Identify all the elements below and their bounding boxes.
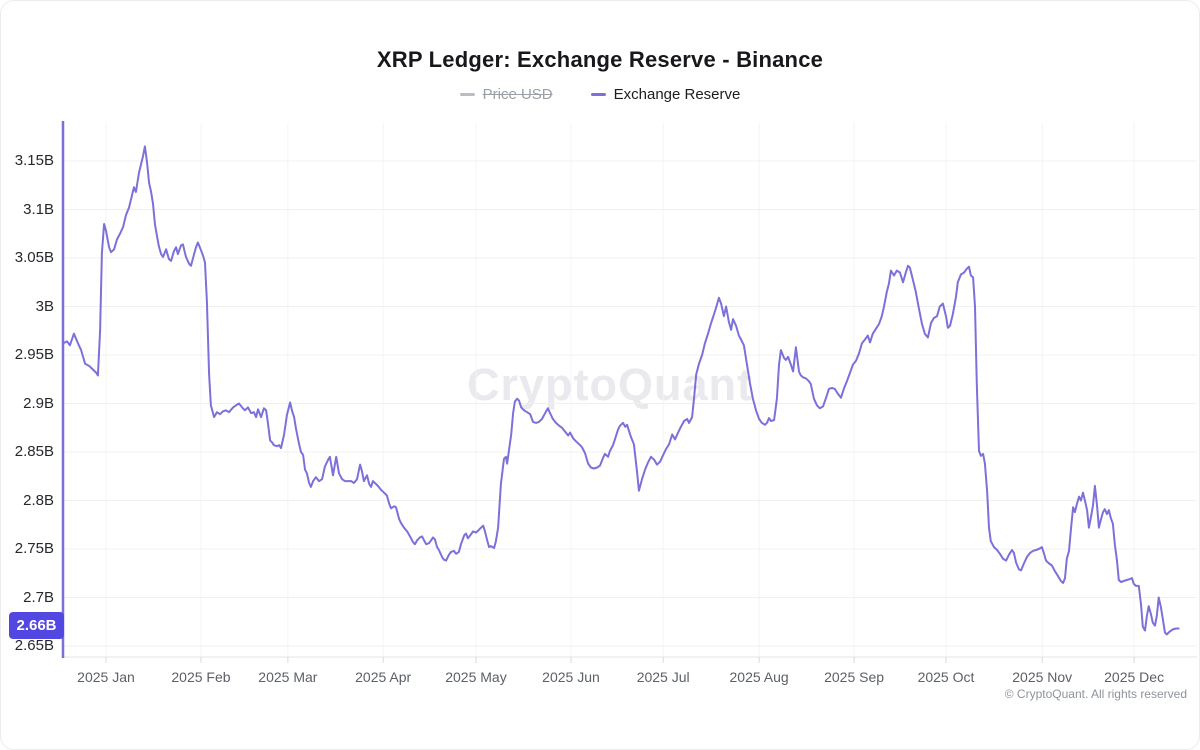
- y-axis-label: 2.65B: [14, 637, 54, 654]
- x-axis-label: 2025 Apr: [355, 669, 412, 685]
- x-axis-label: 2025 Oct: [917, 669, 975, 685]
- legend-label-price-usd: Price USD: [482, 86, 553, 103]
- x-axis-label: 2025 Nov: [1012, 669, 1073, 685]
- legend-swatch-exchange-reserve: [590, 93, 606, 96]
- y-axis-label: 3.15B: [14, 152, 54, 169]
- x-axis-label: 2025 Jul: [636, 669, 690, 685]
- x-axis-label: 2025 Aug: [729, 669, 789, 685]
- copyright-notice: © CryptoQuant. All rights reserved: [1004, 687, 1187, 701]
- legend-swatch-price-usd: [459, 93, 475, 96]
- legend-label-exchange-reserve: Exchange Reserve: [613, 86, 741, 103]
- y-axis-label: 3.1B: [23, 200, 54, 218]
- x-axis-label: 2025 Jun: [542, 669, 600, 685]
- y-axis-label: 2.8B: [23, 491, 54, 509]
- legend-item-exchange-reserve[interactable]: Exchange Reserve: [590, 86, 741, 103]
- x-axis-label: 2025 Feb: [171, 669, 231, 685]
- x-axis-label: 2025 Jan: [77, 669, 135, 685]
- x-axis-label: 2025 Dec: [1104, 669, 1165, 685]
- y-axis-label: 2.85B: [14, 443, 54, 460]
- y-axis-label: 2.9B: [23, 394, 54, 412]
- current-value-badge: 2.66B: [9, 612, 64, 639]
- y-axis-label: 2.75B: [14, 540, 54, 557]
- y-axis-label: 2.7B: [23, 588, 54, 606]
- y-axis-label: 2.95B: [14, 346, 54, 363]
- x-axis-label: 2025 Mar: [258, 669, 318, 685]
- x-axis-label: 2025 May: [445, 669, 507, 685]
- chart-legend: Price USD Exchange Reserve: [1, 86, 1199, 103]
- chart-title: XRP Ledger: Exchange Reserve - Binance: [376, 47, 824, 72]
- exchange-reserve-line: [62, 145, 1180, 636]
- legend-item-price-usd[interactable]: Price USD: [459, 86, 553, 103]
- x-axis-label: 2025 Sep: [824, 669, 885, 685]
- y-axis-label: 3B: [35, 297, 54, 315]
- y-axis-label: 3.05B: [14, 249, 54, 266]
